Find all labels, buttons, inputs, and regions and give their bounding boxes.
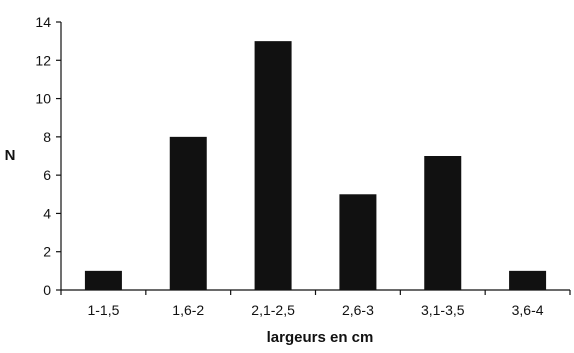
y-tick-label: 12 xyxy=(35,52,51,68)
x-tick-label: 1,6-2 xyxy=(172,302,204,318)
y-axis: 0 2 4 6 8 10 12 14 xyxy=(35,14,62,298)
x-axis: 1-1,5 1,6-2 2,1-2,5 2,6-3 3,1-3,5 3,6-4 xyxy=(60,289,571,318)
bar xyxy=(424,156,462,290)
bar xyxy=(509,270,547,290)
x-tick-label: 3,6-4 xyxy=(512,302,544,318)
y-tick-label: 6 xyxy=(43,167,51,183)
y-tick-label: 4 xyxy=(43,205,51,221)
bars xyxy=(84,41,547,291)
bar xyxy=(254,41,292,291)
x-tick-label: 3,1-3,5 xyxy=(421,302,465,318)
x-tick-label: 2,1-2,5 xyxy=(251,302,295,318)
y-tick-label: 8 xyxy=(43,129,51,145)
y-tick-label: 10 xyxy=(35,91,51,107)
x-axis-title: largeurs en cm xyxy=(267,329,374,346)
bar xyxy=(84,270,122,290)
bar xyxy=(339,194,377,290)
bar xyxy=(169,136,207,290)
y-tick-label: 2 xyxy=(43,244,51,260)
y-axis-title: N xyxy=(5,147,16,164)
x-tick-label: 2,6-3 xyxy=(342,302,374,318)
y-tick-label: 14 xyxy=(35,14,51,30)
x-tick-label: 1-1,5 xyxy=(87,302,119,318)
y-tick-label: 0 xyxy=(43,282,51,298)
